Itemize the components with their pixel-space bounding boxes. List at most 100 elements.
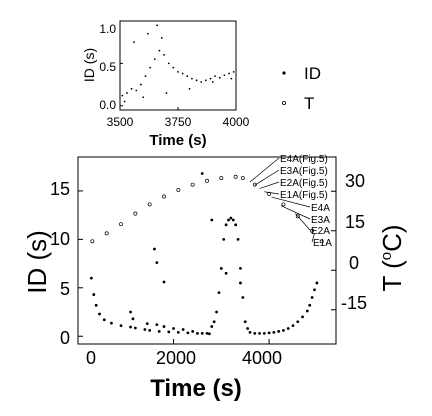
y-axis-left-title: ID (s) bbox=[22, 230, 52, 294]
id-point bbox=[92, 293, 96, 296]
t-point bbox=[190, 182, 195, 187]
id-point bbox=[239, 281, 242, 285]
id-point bbox=[215, 310, 218, 314]
inset-id-point bbox=[200, 81, 203, 83]
annotation-leader bbox=[280, 205, 311, 220]
id-point bbox=[224, 223, 228, 227]
id-point bbox=[207, 332, 211, 336]
inset-xtick-label: 3500 bbox=[107, 115, 134, 129]
annotation-label: E2A(Fig.5) bbox=[280, 178, 328, 189]
id-point bbox=[258, 331, 261, 335]
t-point bbox=[104, 231, 109, 236]
inset-id-point bbox=[163, 54, 165, 56]
inset-id-point bbox=[228, 72, 230, 75]
id-point bbox=[129, 325, 132, 329]
inset-plot-frame bbox=[119, 20, 237, 111]
t-point bbox=[205, 178, 209, 183]
id-point bbox=[219, 267, 223, 270]
id-point bbox=[143, 328, 147, 331]
t-point bbox=[162, 194, 166, 199]
id-point bbox=[200, 331, 204, 335]
t-point bbox=[90, 239, 95, 244]
id-point bbox=[119, 324, 123, 327]
inset-id-point bbox=[167, 62, 170, 65]
legend: ID T bbox=[281, 64, 321, 113]
id-point bbox=[210, 325, 214, 328]
inset-id-point bbox=[230, 77, 233, 80]
id-point bbox=[229, 216, 233, 220]
id-point bbox=[186, 331, 190, 335]
id-point bbox=[301, 315, 304, 319]
inset-id-point bbox=[214, 75, 217, 77]
t-point bbox=[176, 187, 181, 192]
id-point bbox=[248, 330, 252, 334]
inset-id-series bbox=[121, 24, 235, 103]
legend-t-label: T bbox=[304, 94, 314, 113]
xtick-label: 0 bbox=[86, 348, 96, 368]
inset-id-point bbox=[130, 87, 133, 90]
id-point bbox=[231, 218, 235, 222]
id-point bbox=[267, 331, 271, 335]
main-ticks bbox=[77, 190, 336, 344]
id-point bbox=[227, 218, 230, 222]
inset-id-point bbox=[158, 49, 161, 52]
t-point bbox=[319, 239, 324, 244]
ytick-left-label: 10 bbox=[50, 229, 70, 249]
t-point bbox=[219, 176, 224, 181]
legend-id-label: ID bbox=[304, 64, 321, 83]
id-point bbox=[176, 330, 180, 334]
inset-id-point bbox=[188, 87, 191, 90]
annotation-label: E4A(Fig.5) bbox=[280, 154, 328, 165]
id-point bbox=[102, 318, 106, 322]
annotation-leader bbox=[259, 181, 280, 189]
inset-id-point bbox=[209, 77, 212, 80]
inset-id-point bbox=[123, 100, 126, 103]
id-point bbox=[129, 310, 132, 314]
annotation-leader bbox=[254, 169, 280, 186]
id-point bbox=[222, 237, 226, 241]
inset-id-point bbox=[126, 92, 128, 94]
inset-xtick-label: 3750 bbox=[165, 115, 192, 129]
ytick-left-label: 0 bbox=[60, 328, 70, 348]
inset-id-point bbox=[181, 72, 184, 75]
annotation-label: E1A bbox=[313, 238, 332, 249]
inset-id-point bbox=[149, 66, 152, 69]
inset-ytick-label: 0.5 bbox=[99, 60, 116, 74]
xtick-label: 2000 bbox=[156, 348, 196, 368]
id-point bbox=[296, 320, 300, 324]
id-point bbox=[239, 267, 242, 270]
inset-id-point bbox=[195, 79, 198, 82]
id-point bbox=[94, 303, 98, 307]
inset-y-axis-title: ID (s) bbox=[81, 48, 97, 82]
t-point bbox=[252, 182, 257, 187]
t-point bbox=[281, 202, 286, 207]
id-point bbox=[315, 281, 319, 285]
id-point bbox=[310, 296, 314, 299]
inset-id-point bbox=[165, 92, 168, 94]
inset-id-point bbox=[218, 76, 221, 79]
inset-ticks bbox=[119, 20, 237, 110]
id-point bbox=[167, 330, 171, 334]
inset-id-point bbox=[160, 37, 163, 39]
main-id-series bbox=[89, 172, 319, 336]
id-point bbox=[236, 237, 240, 241]
ytick-right-label: 15 bbox=[345, 212, 365, 232]
annotation-leaders bbox=[249, 157, 315, 243]
inset-xtick-label: 4000 bbox=[223, 115, 250, 129]
inset-id-point bbox=[144, 75, 147, 77]
id-point bbox=[241, 296, 245, 299]
ytick-right-label: 0 bbox=[349, 253, 359, 273]
inset-id-point bbox=[172, 66, 175, 69]
t-point bbox=[233, 174, 238, 179]
id-point bbox=[200, 172, 204, 175]
inset-id-point bbox=[204, 79, 207, 82]
id-point bbox=[89, 276, 93, 280]
y-axis-right-title: T (oC) bbox=[377, 224, 407, 291]
annotation-leader bbox=[295, 213, 311, 231]
main-t-series bbox=[90, 174, 324, 244]
id-point bbox=[153, 247, 156, 251]
legend-id-marker bbox=[282, 71, 286, 75]
inset-id-point bbox=[223, 74, 226, 77]
inset-ytick-label: 0.0 bbox=[99, 98, 116, 112]
id-point bbox=[110, 321, 113, 325]
